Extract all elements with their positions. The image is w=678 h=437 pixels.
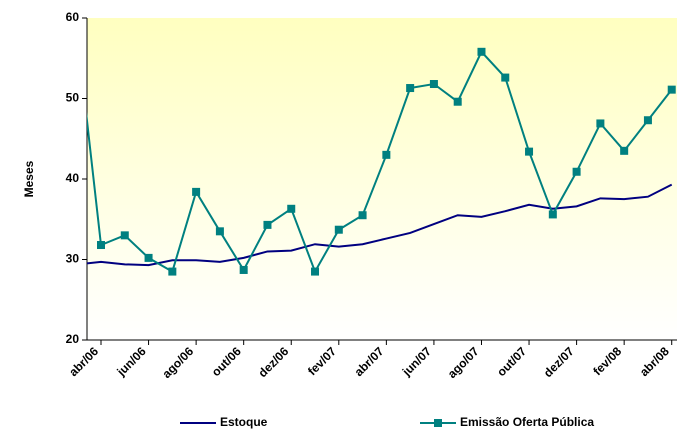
marker (73, 30, 81, 38)
x-tick-label: out/06 (209, 344, 244, 379)
marker (287, 204, 296, 213)
marker (144, 253, 153, 262)
x-tick-label: ago/06 (159, 344, 196, 381)
x-tick-label: dez/07 (541, 344, 577, 380)
marker (643, 116, 652, 125)
marker (334, 225, 343, 234)
marker (477, 47, 486, 56)
series-line (87, 50, 673, 274)
marker (120, 231, 129, 240)
y-tick-label: 30 (66, 252, 80, 266)
x-tick-label: jun/07 (399, 344, 434, 379)
x-tick-label: ago/07 (445, 344, 482, 381)
marker (192, 187, 201, 196)
marker (263, 220, 272, 229)
y-tick-label: 20 (66, 332, 80, 346)
plot (73, 30, 676, 276)
y-axis-label: Meses (22, 160, 36, 197)
marker (239, 265, 248, 274)
legend-label: Emissão Oferta Pública (460, 415, 594, 429)
y-tick-label: 40 (66, 171, 80, 185)
y-tick-label: 50 (66, 91, 80, 105)
plot-area (87, 18, 677, 340)
x-tick-label: jun/06 (114, 344, 149, 379)
marker (168, 267, 177, 276)
x-tick-label: fev/08 (590, 344, 624, 378)
marker (406, 84, 415, 93)
marker (548, 210, 557, 219)
marker (382, 150, 391, 159)
legend-label: Estoque (220, 415, 268, 429)
marker (429, 80, 438, 89)
x-tick-label: out/07 (494, 344, 529, 379)
marker (596, 119, 605, 128)
marker (358, 211, 367, 220)
marker (453, 97, 462, 106)
y-tick-label: 60 (66, 10, 80, 24)
marker (525, 147, 534, 156)
x-tick-label: dez/06 (256, 344, 292, 380)
x-tick-label: abr/08 (637, 344, 672, 379)
x-tick-label: fev/07 (305, 344, 339, 378)
marker (572, 167, 581, 176)
marker (97, 241, 105, 250)
x-tick-label: abr/06 (66, 344, 101, 379)
marker (667, 85, 676, 94)
marker (215, 227, 224, 236)
marker (501, 73, 510, 82)
legend-marker (434, 419, 442, 427)
marker (311, 267, 320, 276)
marker (620, 146, 629, 155)
x-tick-label: abr/07 (352, 344, 387, 379)
